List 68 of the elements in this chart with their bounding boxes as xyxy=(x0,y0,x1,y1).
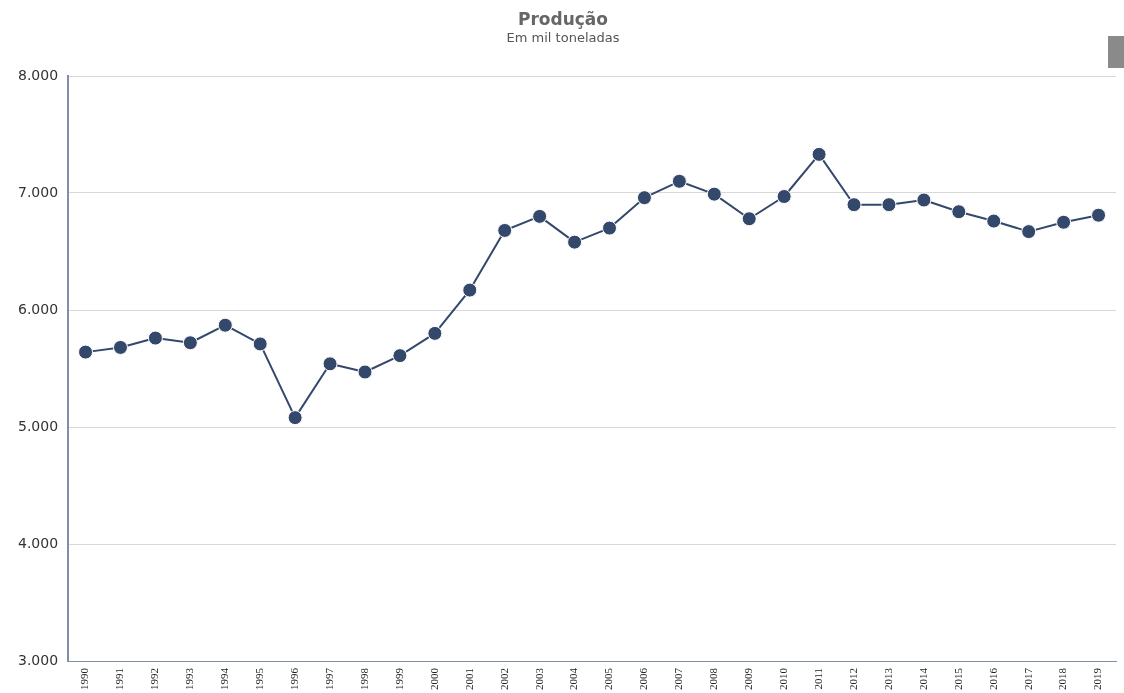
point xyxy=(776,189,792,205)
point xyxy=(1091,207,1107,223)
chart-title: Produção xyxy=(517,8,609,29)
point xyxy=(602,220,618,236)
x-tick-label: 1998 xyxy=(357,667,370,690)
x-tick-label: 1991 xyxy=(113,668,126,690)
point xyxy=(706,186,722,202)
point xyxy=(357,364,373,380)
x-tick-label: 2007 xyxy=(672,667,685,690)
point xyxy=(951,204,967,220)
x-tick-label: 2001 xyxy=(462,668,475,690)
x-tick-label: 1995 xyxy=(253,667,266,690)
chart-subtitle: Em mil toneladas xyxy=(506,29,620,45)
point xyxy=(182,335,198,351)
y-tick-label: 8.000 xyxy=(17,66,59,83)
point xyxy=(147,330,163,346)
x-tick-label: 1990 xyxy=(78,667,91,690)
x-tick-label: 1992 xyxy=(148,668,161,690)
x-tick-label: 2008 xyxy=(707,667,720,690)
point xyxy=(427,325,443,341)
x-tick-label: 2016 xyxy=(986,667,999,690)
y-tick-label: 3.000 xyxy=(17,651,59,668)
y-tick-label: 7.000 xyxy=(17,183,59,200)
x-tick-label: 2006 xyxy=(637,667,650,690)
x-tick-label: 2004 xyxy=(567,667,580,690)
point xyxy=(217,317,233,333)
x-tick-label: 1999 xyxy=(392,667,405,690)
x-tick-label: 2009 xyxy=(742,667,755,690)
x-tick-label: 2011 xyxy=(811,668,824,690)
x-tick-label: 2000 xyxy=(427,667,440,690)
point xyxy=(881,197,897,213)
x-tick-label: 2010 xyxy=(777,667,790,690)
point xyxy=(916,192,932,208)
x-tick-label: 2013 xyxy=(881,667,894,690)
point xyxy=(636,190,652,206)
point xyxy=(567,234,583,250)
x-tick-label: 2019 xyxy=(1091,667,1104,690)
point xyxy=(986,213,1002,229)
x-tick-label: 1996 xyxy=(288,667,301,690)
point xyxy=(392,348,408,364)
point xyxy=(1056,214,1072,230)
point xyxy=(287,410,303,426)
x-tick-label: 2003 xyxy=(532,667,545,690)
x-tick-label: 2015 xyxy=(951,667,964,690)
point xyxy=(671,173,687,189)
x-tick-label: 2002 xyxy=(497,668,510,690)
x-tick-label: 1994 xyxy=(218,667,231,690)
point xyxy=(1021,224,1037,240)
point xyxy=(811,146,827,162)
point xyxy=(497,222,513,238)
x-tick-label: 2018 xyxy=(1056,667,1069,690)
y-tick-label: 6.000 xyxy=(17,300,59,317)
point xyxy=(78,344,94,360)
x-tick-label: 1993 xyxy=(183,667,196,690)
point xyxy=(462,282,478,298)
point xyxy=(532,208,548,224)
y-tick-label: 4.000 xyxy=(17,534,59,551)
x-tick-label: 2005 xyxy=(602,667,615,690)
x-tick-label: 2014 xyxy=(916,667,929,690)
x-tick-label: 2012 xyxy=(846,668,859,690)
point xyxy=(112,339,128,355)
x-tick-label: 1997 xyxy=(322,667,335,690)
point xyxy=(322,356,338,372)
point xyxy=(252,336,268,352)
x-tick-label: 2017 xyxy=(1021,667,1034,690)
y-tick-label: 5.000 xyxy=(17,417,59,434)
point xyxy=(846,197,862,213)
point xyxy=(741,211,757,227)
